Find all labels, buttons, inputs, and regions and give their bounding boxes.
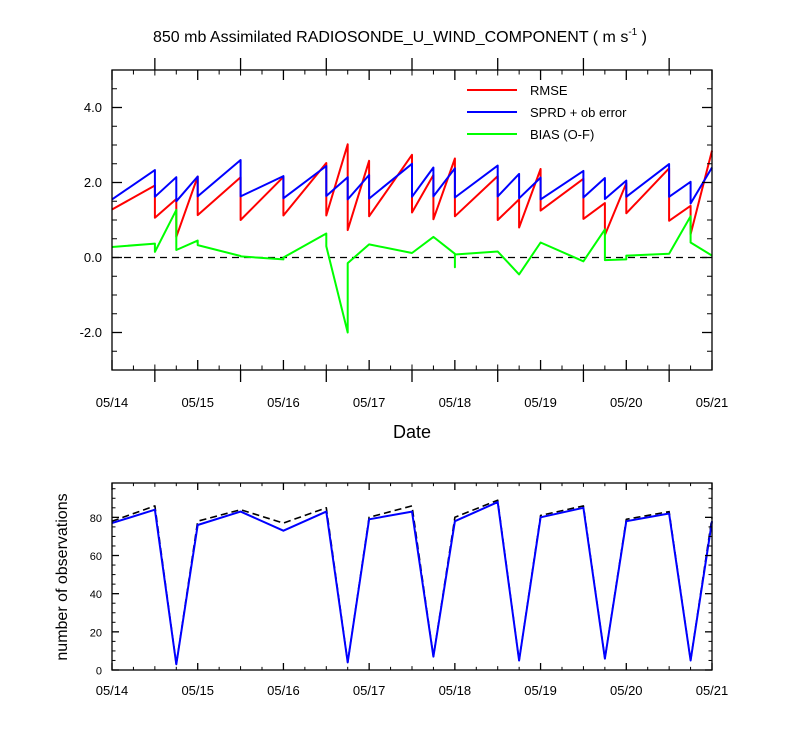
- y-tick-label: 80: [90, 513, 102, 525]
- x-tick-label: 05/15: [181, 395, 214, 410]
- top-axis-ticks: 05/14 05/15 05/16 05/17 05/18 05/19 05/20 05/21…: [80, 58, 729, 410]
- y-tick-label: 2.0: [84, 175, 102, 190]
- x-tick-label: 05/18: [439, 395, 472, 410]
- x-tick-label: 05/21: [696, 683, 729, 698]
- x-tick-label: 05/15: [181, 683, 214, 698]
- x-tick-label: 05/17: [353, 395, 386, 410]
- title-main: 850 mb Assimilated RADIOSONDE_U_WIND_COM…: [153, 29, 628, 46]
- x-tick-label: 05/19: [524, 395, 557, 410]
- series-line-total-observations: [111, 499, 713, 666]
- x-tick-label: 05/14: [96, 683, 129, 698]
- bottom-y-axis-label: number of observations: [54, 493, 71, 660]
- legend: RMSE SPRD + ob error BIAS (O-F): [467, 83, 627, 142]
- legend-label: SPRD + ob error: [530, 105, 627, 120]
- x-axis-label: Date: [393, 422, 431, 442]
- series-line-bias-o-f: [111, 208, 713, 334]
- x-tick-label: 05/18: [439, 683, 472, 698]
- y-tick-label: 4.0: [84, 100, 102, 115]
- bottom-panel: 05/14 05/15 05/16 05/17 05/18 05/19 05/20 05/21…: [54, 482, 729, 698]
- bottom-axis-ticks: 05/14 05/15 05/16 05/17 05/18 05/19 05/20 05/21…: [90, 483, 729, 698]
- x-tick-label: 05/20: [610, 395, 643, 410]
- x-tick-label: 05/17: [353, 683, 386, 698]
- series-line-assimilated-observations: [111, 501, 713, 666]
- y-tick-label: 0: [96, 666, 102, 678]
- x-tick-label: 05/21: [696, 395, 729, 410]
- x-tick-label: 05/14: [96, 395, 129, 410]
- x-tick-label: 05/20: [610, 683, 643, 698]
- x-tick-label: 05/16: [267, 683, 300, 698]
- legend-label: RMSE: [530, 83, 568, 98]
- y-tick-label: 0.0: [84, 250, 102, 265]
- y-tick-label: 40: [90, 589, 102, 601]
- x-tick-label: 05/19: [524, 683, 557, 698]
- title-end: ): [637, 29, 647, 46]
- legend-label: BIAS (O-F): [530, 127, 594, 142]
- y-tick-label: 20: [90, 627, 102, 639]
- series-line-sprd-ob-error: [111, 159, 713, 205]
- title-superscript: -1: [628, 27, 637, 38]
- x-tick-label: 05/16: [267, 395, 300, 410]
- bottom-plot-area: [111, 499, 713, 666]
- top-plot-area: [111, 143, 713, 334]
- y-tick-label: 60: [90, 551, 102, 563]
- top-panel: RMSE SPRD + ob error BIAS (O-F) 05/14 05/15…: [80, 58, 729, 442]
- chart-title: 850 mb Assimilated RADIOSONDE_U_WIND_COM…: [153, 27, 647, 46]
- y-tick-label: -2.0: [80, 325, 102, 340]
